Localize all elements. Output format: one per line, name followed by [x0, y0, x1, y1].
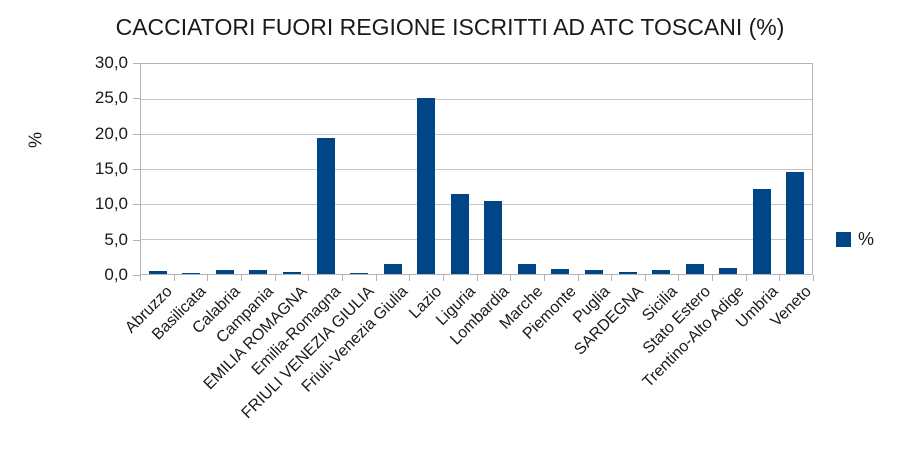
- x-tick-mark: [745, 275, 747, 281]
- bar-FRIULI VENEZIA GIULIA: [350, 272, 369, 274]
- bar-Marche: [517, 264, 536, 274]
- bar-Emilia-Romagna: [316, 137, 335, 274]
- y-tick-mark: [133, 98, 140, 100]
- x-tick-mark: [678, 275, 680, 281]
- x-tick-mark: [779, 275, 781, 281]
- y-tick-label: 5,0: [104, 229, 128, 249]
- x-tick-mark: [409, 275, 411, 281]
- y-tick-label: 10,0: [94, 194, 128, 214]
- bars-layer: [141, 64, 812, 274]
- y-tick-mark: [133, 275, 140, 276]
- x-tick-mark: [173, 275, 175, 281]
- x-tick-mark: [341, 275, 343, 281]
- bar-Lazio: [417, 97, 436, 274]
- plot-area: [140, 63, 813, 275]
- y-tick-mark: [133, 169, 140, 170]
- y-tick-mark: [133, 204, 140, 206]
- x-tick-mark: [510, 275, 512, 281]
- chart-title: CACCIATORI FUORI REGIONE ISCRITTI AD ATC…: [115, 14, 785, 40]
- bar-SARDEGNA: [618, 271, 637, 274]
- gridline: [141, 169, 812, 170]
- y-tick-mark: [133, 239, 140, 241]
- legend-label: %: [858, 229, 875, 249]
- bar-Umbria: [752, 189, 771, 274]
- x-tick-mark: [476, 275, 478, 281]
- x-tick-mark: [813, 275, 814, 281]
- y-tick-label: 20,0: [94, 123, 128, 143]
- bar-Trentino-Alto Adige: [719, 268, 738, 274]
- legend: %: [836, 229, 874, 250]
- bar-Friuli-Venezia Giulia: [383, 263, 402, 274]
- bar-EMILIA ROMAGNA: [283, 271, 301, 274]
- x-tick-mark: [274, 275, 276, 281]
- x-tick-mark: [240, 275, 242, 281]
- bar-Puglia: [584, 269, 603, 274]
- y-tick-label: 0,0: [104, 265, 128, 284]
- x-tick-mark: [577, 275, 579, 281]
- bar-Liguria: [450, 193, 469, 274]
- x-tick-mark: [543, 275, 545, 281]
- bar-Abruzzo: [148, 271, 167, 274]
- gridline: [141, 99, 812, 100]
- y-tick-mark: [133, 63, 140, 64]
- x-tick-mark: [375, 275, 377, 281]
- x-tick-mark: [712, 275, 713, 281]
- bar-Basilicata: [182, 272, 201, 274]
- gridlines-layer: [141, 64, 812, 274]
- x-tick-mark: [442, 275, 444, 281]
- gridline: [141, 134, 812, 135]
- bar-Lombardia: [484, 200, 503, 274]
- x-tick-mark: [140, 275, 141, 281]
- y-tick-label: 30,0: [94, 53, 128, 72]
- y-tick-mark: [133, 133, 140, 135]
- x-tick-mark: [207, 275, 209, 281]
- y-tick-label: 15,0: [94, 159, 128, 178]
- x-tick-mark: [308, 275, 310, 281]
- x-tick-mark: [644, 275, 646, 281]
- bar-Sicilia: [652, 269, 670, 274]
- bar-Piemonte: [551, 269, 570, 274]
- bar-Campania: [249, 269, 268, 274]
- bar-Veneto: [786, 171, 805, 274]
- bar-Calabria: [215, 269, 234, 274]
- legend-swatch: [836, 232, 851, 247]
- y-tick-label: 25,0: [94, 88, 128, 108]
- bar-Stato Estero: [685, 263, 704, 274]
- gridline: [141, 204, 812, 205]
- gridline: [141, 239, 812, 240]
- x-tick-mark: [611, 275, 613, 281]
